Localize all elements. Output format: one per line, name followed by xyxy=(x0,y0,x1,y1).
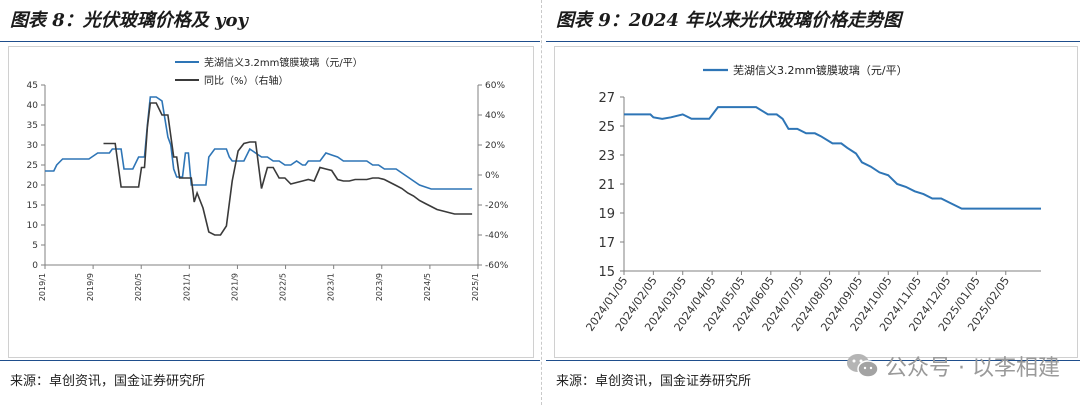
figure-8-title-rule xyxy=(0,41,540,42)
y-right-tick-label: -20% xyxy=(485,201,509,211)
x-tick-label: 2021/9 xyxy=(230,273,239,301)
figure-9-title-rule xyxy=(546,41,1080,42)
series-line-price xyxy=(624,106,1041,210)
y-left-tick-label: 0 xyxy=(32,261,38,271)
x-tick-label: 2019/9 xyxy=(86,273,95,301)
x-tick-label: 2021/1 xyxy=(182,273,191,301)
y-left-tick-label: 15 xyxy=(27,201,38,211)
wechat-icon xyxy=(847,354,879,378)
y-left-tick-label: 20 xyxy=(27,181,39,191)
y-tick-label: 25 xyxy=(598,120,615,135)
figure-8-panel: 图表 8：光伏玻璃价格及 yoy 0 5 10 15 20 25 30 35 40 45 -60% -… xyxy=(0,10,540,389)
y-right-tick-label: -60% xyxy=(485,261,509,271)
x-tick-label: 2024/5 xyxy=(423,273,432,301)
x-tick-label: 2025/1 xyxy=(471,273,480,301)
y-tick-label: 15 xyxy=(598,265,615,280)
y-right-tick-label: 40% xyxy=(485,111,505,121)
panel-divider xyxy=(541,0,544,405)
figure-9-frame xyxy=(554,46,1078,358)
legend-label-price: 芜湖信义3.2mm镀膜玻璃（元/平） xyxy=(733,63,908,77)
y-tick-label: 23 xyxy=(598,149,615,164)
y-left-tick-label: 25 xyxy=(27,161,38,171)
figure-9-title: 图表 9：2024 年以来光伏玻璃价格走势图 xyxy=(556,10,902,31)
y-tick-label: 27 xyxy=(598,91,615,106)
series-line-price xyxy=(45,96,473,190)
figure-9-source-rule xyxy=(546,360,1080,361)
y-left-tick-label: 10 xyxy=(27,221,39,231)
figure-8-source-rule xyxy=(0,360,540,361)
y-right-tick-label: 0% xyxy=(485,171,500,181)
watermark-text: 公众号 · 以李相建 xyxy=(885,356,1060,381)
y-tick-label: 21 xyxy=(598,178,615,193)
figure-8-title: 图表 8：光伏玻璃价格及 yoy xyxy=(10,10,248,31)
figure-9-chart: 151719212325272024/01/052024/02/052024/0… xyxy=(583,63,1041,334)
y-tick-label: 17 xyxy=(598,236,615,251)
y-left-tick-label: 45 xyxy=(27,81,38,91)
x-tick-label: 2023/9 xyxy=(375,273,384,301)
y-tick-label: 19 xyxy=(598,207,615,222)
y-right-tick-label: -40% xyxy=(485,231,509,241)
figure-9-source: 来源：卓创资讯，国金证券研究所 xyxy=(556,374,752,389)
legend-label-yoy: 同比（%）（右轴） xyxy=(204,74,289,87)
y-left-tick-label: 35 xyxy=(27,121,38,131)
y-left-tick-label: 30 xyxy=(27,141,39,151)
x-tick-label: 2020/5 xyxy=(134,273,143,301)
y-right-tick-label: 20% xyxy=(485,141,505,151)
x-tick-label: 2022/5 xyxy=(279,273,288,301)
x-tick-label: 2023/1 xyxy=(327,273,336,301)
figure-9-panel: 图表 9：2024 年以来光伏玻璃价格走势图 15 17 19 21 23 25 27 202… xyxy=(546,0,1080,405)
figure-8-chart: 0 5 10 15 20 25 30 35 40 45 -60% -40% -20% 0% 20% 40% 60… xyxy=(27,56,509,301)
figure-8-source: 来源：卓创资讯，国金证券研究所 xyxy=(10,374,206,389)
y-right-tick-label: 60% xyxy=(485,81,505,91)
watermark: 公众号 · 以李相建 xyxy=(845,350,1060,382)
series-line-yoy xyxy=(103,102,473,236)
legend-label-price: 芜湖信义3.2mm镀膜玻璃（元/平） xyxy=(204,56,363,69)
figure-8-frame xyxy=(8,46,534,358)
y-left-tick-label: 40 xyxy=(27,101,39,111)
y-left-tick-label: 5 xyxy=(32,241,38,251)
x-tick-label: 2019/1 xyxy=(38,273,47,301)
